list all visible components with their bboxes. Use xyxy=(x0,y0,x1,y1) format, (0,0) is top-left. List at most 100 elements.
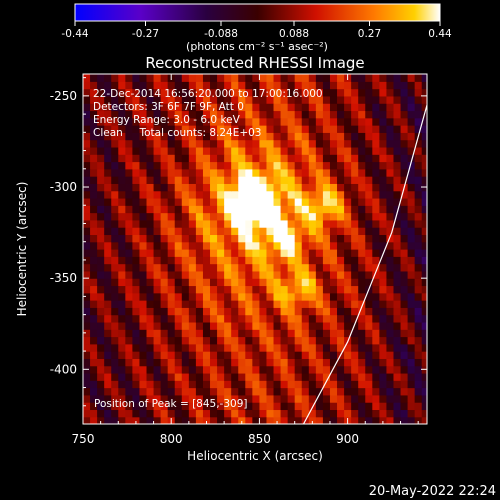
heatmap-cell xyxy=(139,314,148,323)
heatmap-cell xyxy=(104,146,112,155)
heatmap-cell xyxy=(358,409,366,418)
heatmap-cell xyxy=(365,95,373,104)
heatmap-cell xyxy=(90,329,98,338)
heatmap-cell xyxy=(83,227,91,236)
heatmap-cell xyxy=(188,117,197,126)
heatmap-cell xyxy=(372,161,380,170)
heatmap-cell xyxy=(83,329,91,338)
heatmap-cell xyxy=(167,307,176,316)
heatmap-cell xyxy=(421,256,427,265)
heatmap-cell xyxy=(217,161,225,170)
heatmap-cell xyxy=(160,81,169,90)
heatmap-cell xyxy=(153,110,162,119)
heatmap-cell xyxy=(153,227,162,236)
heatmap-cell xyxy=(386,190,395,199)
heatmap-cell xyxy=(202,336,211,345)
heatmap-cell xyxy=(414,241,423,250)
heatmap-cell xyxy=(273,365,282,374)
heatmap-cell xyxy=(210,139,218,148)
heatmap-cell xyxy=(202,292,211,301)
heatmap-cell xyxy=(400,161,409,170)
heatmap-cell xyxy=(217,380,225,389)
heatmap-cell xyxy=(386,176,395,184)
heatmap-cell xyxy=(294,321,303,330)
heatmap-cell xyxy=(132,110,141,119)
heatmap-cell xyxy=(393,95,402,104)
heatmap-cell xyxy=(90,270,98,279)
heatmap-cell xyxy=(372,307,380,316)
heatmap-cell xyxy=(252,394,261,403)
heatmap-cell xyxy=(421,314,427,323)
heatmap-cell xyxy=(393,103,402,112)
heatmap-cell xyxy=(202,74,211,82)
heatmap-cell xyxy=(393,154,402,163)
heatmap-cell xyxy=(160,241,169,250)
heatmap-cell xyxy=(379,278,388,287)
heatmap-cell xyxy=(322,263,331,272)
heatmap-cell xyxy=(118,409,126,418)
heatmap-cell xyxy=(287,365,296,374)
heatmap-cell xyxy=(231,197,239,206)
heatmap-cell xyxy=(132,241,141,250)
heatmap-cell xyxy=(167,110,176,119)
heatmap-cell xyxy=(202,402,211,411)
heatmap-cell xyxy=(252,190,261,199)
heatmap-cell xyxy=(125,278,133,287)
heatmap-cell xyxy=(414,256,423,265)
heatmap-cell xyxy=(224,416,232,424)
heatmap-cell xyxy=(125,154,133,163)
heatmap-cell xyxy=(365,117,373,126)
heatmap-cell xyxy=(421,351,427,359)
heatmap-cell xyxy=(329,241,338,250)
heatmap-cell xyxy=(287,168,296,177)
heatmap-cell xyxy=(146,249,155,257)
heatmap-cell xyxy=(365,402,373,411)
heatmap-cell xyxy=(90,168,98,177)
x-tick-label: 850 xyxy=(248,432,271,446)
heatmap-cell xyxy=(90,351,98,359)
heatmap-cell xyxy=(231,358,239,367)
heatmap-cell xyxy=(210,125,218,133)
heatmap-cell xyxy=(280,372,289,381)
heatmap-cell xyxy=(280,365,289,374)
heatmap-cell xyxy=(238,409,246,418)
heatmap-cell xyxy=(301,183,310,192)
colorbar-tick-label: -0.44 xyxy=(61,28,88,40)
heatmap-cell xyxy=(238,249,246,257)
heatmap-cell xyxy=(315,154,324,163)
heatmap-cell xyxy=(337,343,345,352)
heatmap-cell xyxy=(393,241,402,250)
heatmap-cell xyxy=(379,161,388,170)
heatmap-cell xyxy=(104,270,112,279)
heatmap-cell xyxy=(266,409,275,418)
heatmap-cell xyxy=(238,387,246,396)
heatmap-cell xyxy=(202,329,211,338)
heatmap-cell xyxy=(337,329,345,338)
heatmap-cell xyxy=(153,409,162,418)
annotation-total-counts: Clean Total counts: 8.24E+03 xyxy=(93,127,262,139)
heatmap-cell xyxy=(280,358,289,367)
heatmap-cell xyxy=(393,110,402,119)
heatmap-cell xyxy=(252,416,261,424)
heatmap-cell xyxy=(139,394,148,403)
heatmap-cell xyxy=(97,394,105,403)
heatmap-cell xyxy=(245,278,253,287)
heatmap-cell xyxy=(104,380,112,389)
heatmap-cell xyxy=(379,365,388,374)
heatmap-cell xyxy=(245,343,253,352)
heatmap-cell xyxy=(280,103,289,112)
heatmap-cell xyxy=(308,321,317,330)
heatmap-cell xyxy=(139,365,148,374)
heatmap-cell xyxy=(231,110,239,119)
heatmap-cell xyxy=(393,358,402,367)
heatmap-cell xyxy=(160,110,169,119)
heatmap-cell xyxy=(407,307,416,316)
heatmap-cell xyxy=(181,292,190,301)
heatmap-cell xyxy=(238,205,246,214)
heatmap-cell xyxy=(294,336,303,345)
heatmap-cell xyxy=(224,329,232,338)
heatmap-cell xyxy=(174,358,183,367)
heatmap-cell xyxy=(181,416,190,424)
heatmap-cell xyxy=(181,146,190,155)
heatmap-cell xyxy=(188,125,197,133)
